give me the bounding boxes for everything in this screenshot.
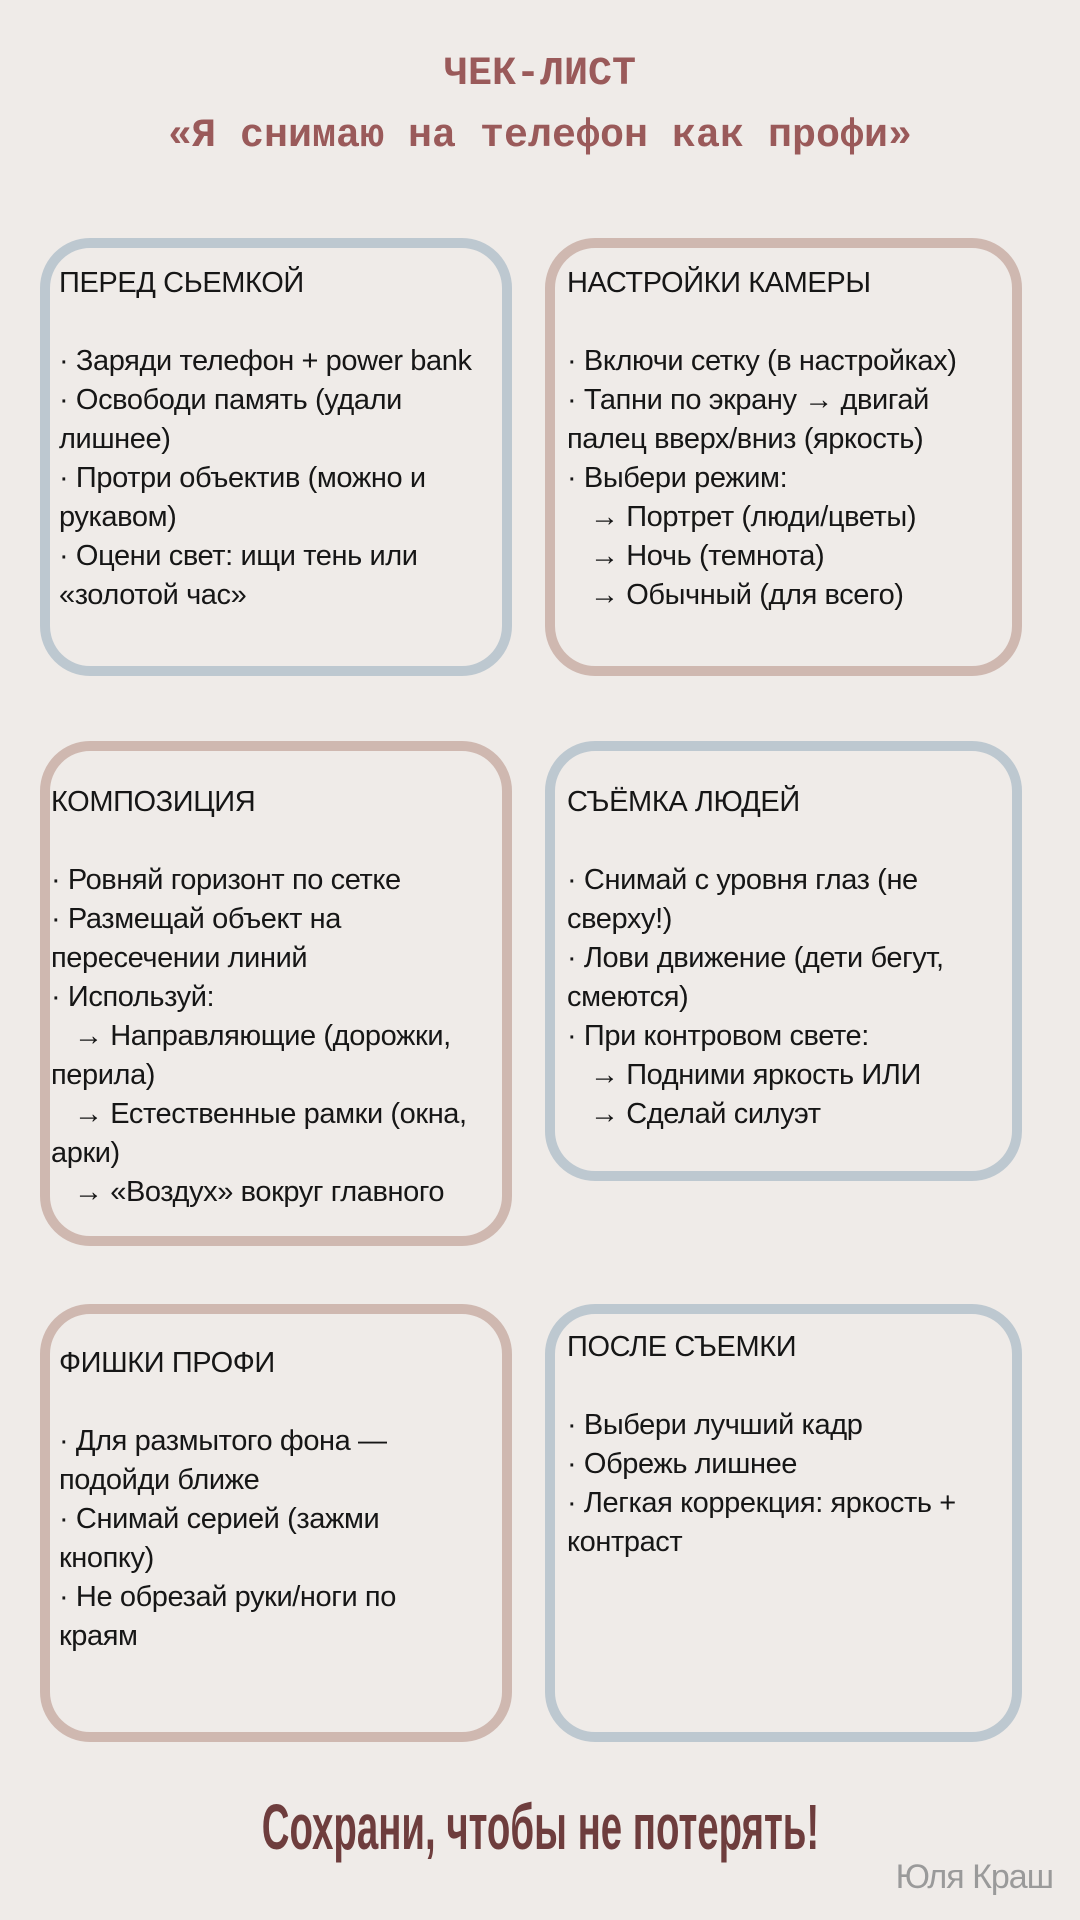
card-after-shooting bbox=[545, 1304, 1022, 1742]
checklist-line: «золотой час» bbox=[59, 579, 247, 611]
checklist-line: пересечении линий bbox=[51, 942, 308, 974]
checklist-line: сверху!) bbox=[567, 903, 673, 935]
checklist-line: · Заряди телефон + power bank bbox=[59, 345, 472, 377]
checklist-line: · Освободи память (удали bbox=[59, 384, 402, 416]
card-heading: СЪЁМКА ЛЮДЕЙ bbox=[567, 786, 800, 818]
checklist-line: перила) bbox=[51, 1059, 156, 1091]
checklist-line: · Обрежь лишнее bbox=[567, 1448, 798, 1480]
checklist-line: подойди ближе bbox=[59, 1464, 260, 1496]
checklist-line: → «Воздух» вокруг главного bbox=[51, 1176, 445, 1208]
checklist-line: · Легкая коррекция: яркость + bbox=[567, 1487, 956, 1519]
checklist-line: · Не обрезай руки/ноги по bbox=[59, 1581, 396, 1613]
page-subtitle: «Я снимаю на телефон как профи» bbox=[167, 114, 913, 159]
card-heading: ФИШКИ ПРОФИ bbox=[59, 1347, 275, 1379]
card-heading: ПЕРЕД СЬЕМКОЙ bbox=[59, 267, 304, 299]
checklist-line: · Оцени свет: ищи тень или bbox=[59, 540, 418, 572]
checklist-line: · Снимай серией (зажми bbox=[59, 1503, 380, 1535]
checklist-line: · Протри объектив (можно и bbox=[59, 462, 426, 494]
checklist-line: → Направляющие (дорожки, bbox=[51, 1020, 451, 1052]
card-pro-tips bbox=[40, 1304, 512, 1742]
checklist-line: смеются) bbox=[567, 981, 689, 1013]
checklist-line: краям bbox=[59, 1620, 138, 1652]
checklist-line: · При контровом свете: bbox=[567, 1020, 869, 1052]
checklist-line: палец вверх/вниз (яркость) bbox=[567, 423, 924, 455]
checklist-line: → Естественные рамки (окна, bbox=[51, 1098, 467, 1130]
card-camera-settings bbox=[545, 238, 1022, 676]
card-text: ПОСЛЕ СЪЕМКИ · Выбери лучший кадр · Обрежь… bbox=[567, 1328, 956, 1562]
card-heading: ПОСЛЕ СЪЕМКИ bbox=[567, 1331, 797, 1363]
card-before-shooting bbox=[40, 238, 512, 676]
checklist-line: · Используй: bbox=[51, 981, 215, 1013]
spacer bbox=[59, 1383, 396, 1422]
spacer bbox=[51, 822, 467, 861]
checklist-line: рукавом) bbox=[59, 501, 177, 533]
checklist-line: арки) bbox=[51, 1137, 120, 1169]
card-heading: КОМПОЗИЦИЯ bbox=[51, 786, 256, 818]
card-text: ПЕРЕД СЬЕМКОЙ · Заряди телефон + power ba… bbox=[59, 264, 472, 615]
checklist-line: · Выбери лучший кадр bbox=[567, 1409, 863, 1441]
spacer bbox=[567, 303, 957, 342]
checklist-line: · Размещай объект на bbox=[51, 903, 342, 935]
spacer bbox=[567, 1367, 956, 1406]
checklist-line: → Портрет (люди/цветы) bbox=[567, 501, 917, 533]
checklist-line: лишнее) bbox=[59, 423, 171, 455]
card-composition bbox=[40, 741, 512, 1246]
checklist-line: контраст bbox=[567, 1526, 683, 1558]
author-signature: Юля Краш bbox=[895, 1858, 1054, 1896]
page-title: ЧЕК-ЛИСТ bbox=[443, 52, 637, 97]
checklist-line: → Сделай силуэт bbox=[567, 1098, 821, 1130]
card-text: СЪЁМКА ЛЮДЕЙ · Снимай с уровня глаз (не св… bbox=[567, 783, 944, 1134]
checklist-line: · Выбери режим: bbox=[567, 462, 788, 494]
spacer bbox=[59, 303, 472, 342]
save-reminder-text: Сохрани, чтобы не потерять! bbox=[261, 1791, 819, 1863]
checklist-line: · Включи сетку (в настройках) bbox=[567, 345, 957, 377]
checklist-line: · Лови движение (дети бегут, bbox=[567, 942, 944, 974]
save-reminder: Сохрани, чтобы не потерять! bbox=[0, 1790, 1080, 1864]
checklist-line: → Подними яркость ИЛИ bbox=[567, 1059, 921, 1091]
checklist-line: · Снимай с уровня глаз (не bbox=[567, 864, 918, 896]
checklist-line: → Ночь (темнота) bbox=[567, 540, 825, 572]
card-text: НАСТРОЙКИ КАМЕРЫ · Включи сетку (в настро… bbox=[567, 264, 957, 615]
card-text: КОМПОЗИЦИЯ · Ровняй горизонт по сетке · Ра… bbox=[51, 783, 467, 1212]
spacer bbox=[567, 822, 944, 861]
checklist-line: кнопку) bbox=[59, 1542, 154, 1574]
card-heading: НАСТРОЙКИ КАМЕРЫ bbox=[567, 267, 871, 299]
checklist-line: · Тапни по экрану → двигай bbox=[567, 384, 929, 416]
checklist-line: · Для размытого фона — bbox=[59, 1425, 387, 1457]
checklist-line: · Ровняй горизонт по сетке bbox=[51, 864, 401, 896]
card-people bbox=[545, 741, 1022, 1181]
card-text: ФИШКИ ПРОФИ · Для размытого фона — подойди… bbox=[59, 1344, 396, 1656]
checklist-line: → Обычный (для всего) bbox=[567, 579, 904, 611]
